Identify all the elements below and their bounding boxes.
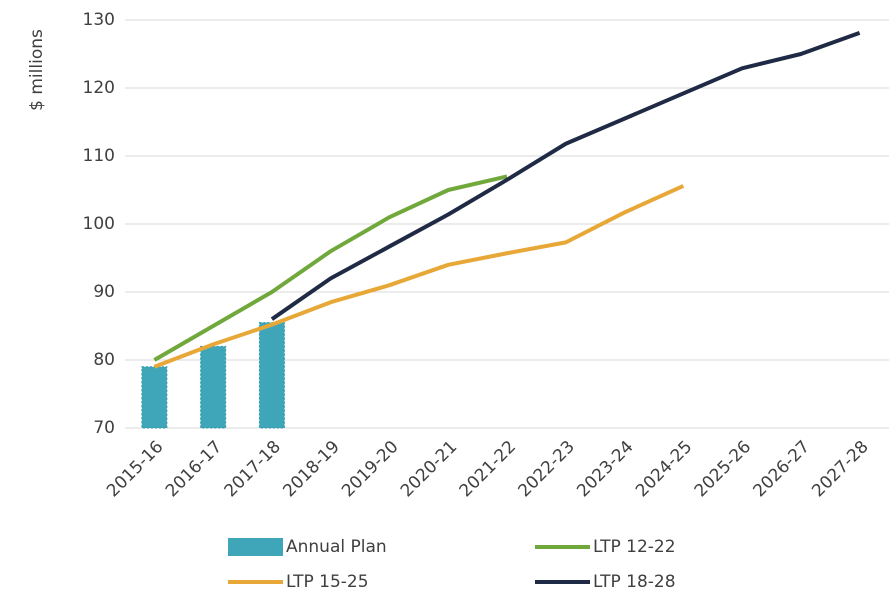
y-tick-label: 70 — [93, 418, 115, 438]
x-tick-label: 2022-23 — [514, 437, 578, 501]
x-tick-label: 2018-19 — [279, 437, 343, 501]
x-tick-label: 2023-24 — [573, 437, 637, 501]
y-tick-label: 80 — [93, 350, 115, 370]
y-tick-label: 120 — [83, 78, 115, 98]
x-tick-label: 2024-25 — [632, 437, 696, 501]
x-tick-label: 2027-28 — [808, 437, 872, 501]
bar — [258, 322, 285, 429]
line — [153, 174, 508, 362]
x-tick-label: 2017-18 — [221, 437, 285, 501]
x-tick-label: 2026-27 — [750, 437, 814, 501]
line — [270, 31, 861, 321]
legend-label: LTP 15-25 — [286, 572, 369, 592]
x-tick-label: 2021-22 — [456, 437, 520, 501]
x-tick-label: 2019-20 — [338, 437, 402, 501]
x-tick-label: 2025-26 — [691, 437, 755, 501]
legend-label: Annual Plan — [286, 537, 387, 557]
x-tick-label: 2016-17 — [162, 437, 226, 501]
y-tick-label: 130 — [83, 10, 115, 30]
x-tick-label: 2020-21 — [397, 437, 461, 501]
legend-label: LTP 18-28 — [593, 572, 676, 592]
bar — [200, 345, 227, 429]
y-tick-label: 110 — [83, 146, 115, 166]
x-tick-label: 2015-16 — [103, 437, 167, 501]
y-tick-label: 90 — [93, 282, 115, 302]
y-tick-label: 100 — [83, 214, 115, 234]
legend-swatch — [228, 538, 283, 556]
bar — [141, 366, 168, 429]
y-axis-label: $ millions — [27, 29, 47, 111]
line — [153, 184, 685, 369]
legend-label: LTP 12-22 — [593, 537, 676, 557]
